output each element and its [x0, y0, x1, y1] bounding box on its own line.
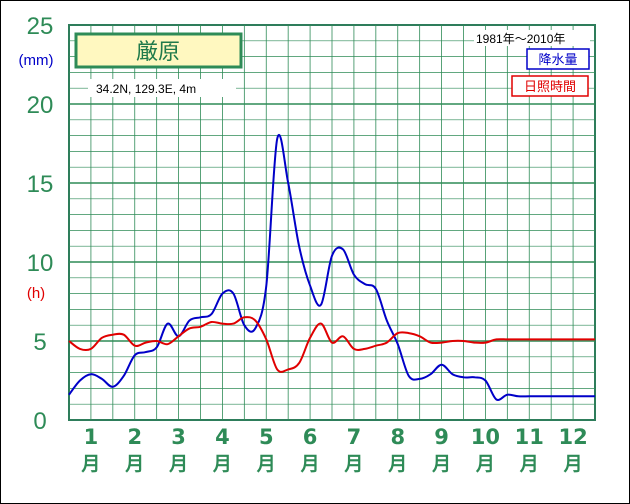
month-number-label: 11: [515, 425, 544, 449]
month-number-label: 7: [347, 425, 362, 449]
month-suffix-label: 月: [563, 453, 583, 475]
month-number-label: 5: [259, 425, 274, 449]
month-number-label: 8: [390, 425, 405, 449]
month-number-label: 12: [558, 425, 587, 449]
y-tick-label: 15: [27, 171, 54, 198]
legend-sunshine-box: [511, 75, 589, 97]
vertical-gridlines: [90, 25, 574, 420]
station-title: 厳原: [136, 40, 180, 65]
month-suffix-label: 月: [256, 453, 276, 475]
month-suffix-label: 月: [300, 453, 320, 475]
station-title-box: [74, 32, 243, 69]
month-number-label: 2: [127, 425, 142, 449]
y-tick-label: 5: [33, 329, 46, 356]
location-label: 34.2N, 129.3E, 4m: [96, 82, 196, 96]
month-number-label: 3: [171, 425, 186, 449]
month-number-label: 1: [84, 425, 99, 449]
month-suffix-label: 月: [212, 453, 232, 475]
y-tick-labels: 0 5 10 15 20 25: [27, 13, 54, 435]
y-tick-label: 20: [27, 92, 54, 119]
period-label: 1981年〜2010年: [476, 32, 565, 46]
month-labels: 1 月 2 月 3 月 4 月 5 月 6 月 7 月 8 月 9 月 10 月 11 月 12 月: [80, 425, 587, 475]
legend-precip-box: [526, 48, 590, 70]
month-suffix-label: 月: [343, 453, 363, 475]
y-unit-h: (h): [27, 285, 45, 302]
y-tick-label: 0: [33, 408, 46, 435]
month-suffix-label: 月: [80, 453, 100, 475]
location-bg: [88, 79, 236, 97]
month-suffix-label: 月: [387, 453, 407, 475]
month-suffix-label: 月: [431, 453, 451, 475]
month-number-label: 10: [471, 425, 500, 449]
y-tick-label: 10: [27, 250, 54, 277]
month-suffix-label: 月: [124, 453, 144, 475]
month-number-label: 9: [434, 425, 449, 449]
precipitation-line: [68, 134, 595, 401]
y-unit-mm: (mm): [19, 52, 54, 69]
sunshine-line: [68, 316, 595, 373]
month-number-label: 6: [303, 425, 318, 449]
month-suffix-label: 月: [519, 453, 539, 475]
month-number-label: 4: [215, 425, 230, 449]
legend-precip-label: 降水量: [538, 53, 577, 68]
period-bg: [474, 30, 590, 46]
month-suffix-label: 月: [475, 453, 495, 475]
legend-sunshine-label: 日照時間: [524, 80, 576, 95]
month-suffix-label: 月: [168, 453, 188, 475]
y-tick-label: 25: [27, 13, 54, 40]
